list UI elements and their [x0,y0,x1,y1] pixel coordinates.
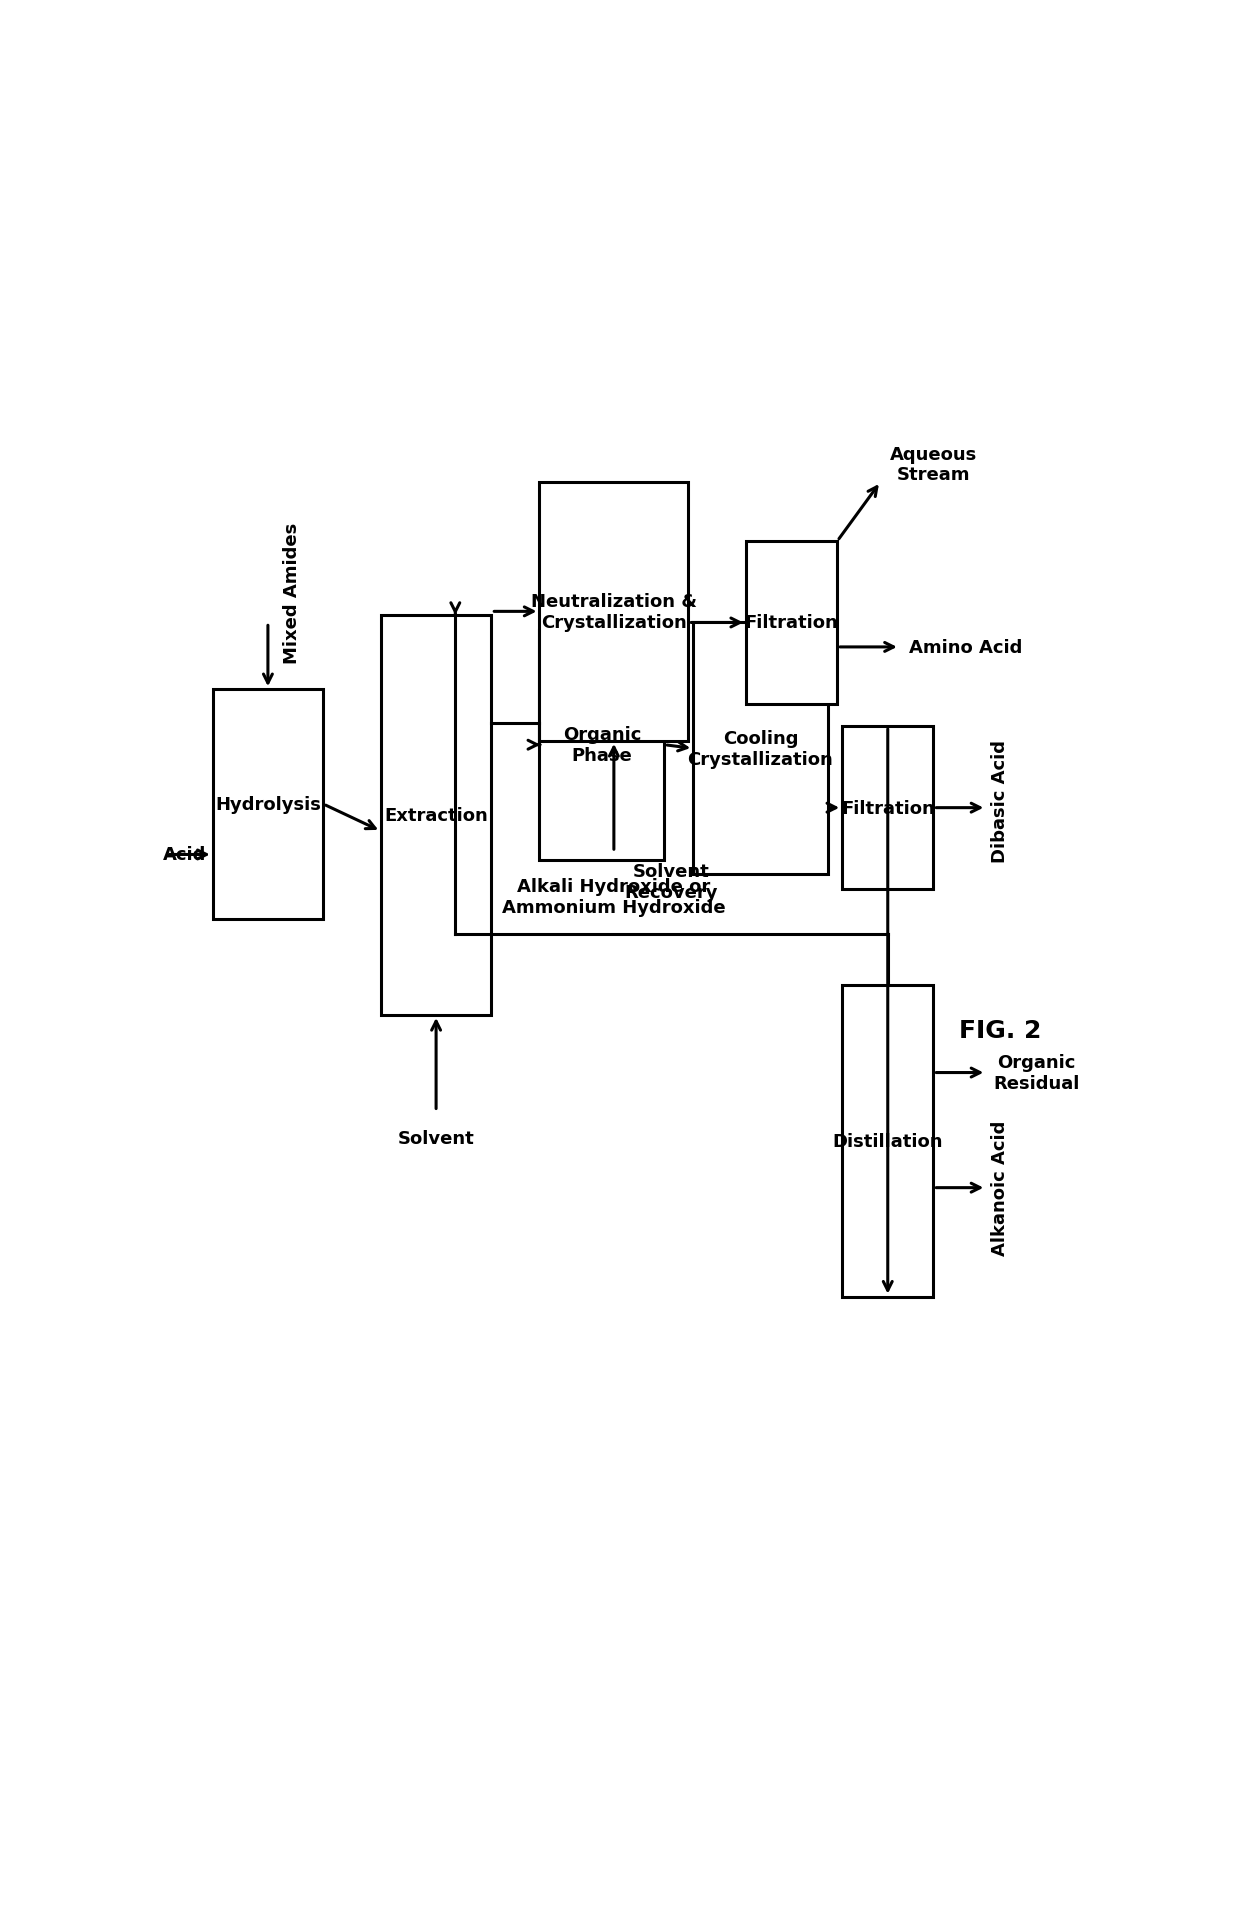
Text: Solvent
Recovery: Solvent Recovery [625,863,718,902]
Text: Organic
Residual: Organic Residual [993,1054,1079,1092]
Text: Amino Acid: Amino Acid [909,638,1023,656]
Text: Acid: Acid [162,846,206,863]
Text: Alkanoic Acid: Alkanoic Acid [991,1121,1009,1256]
Text: FIG. 2: FIG. 2 [960,1019,1042,1042]
Bar [213,690,324,919]
Text: Distillation: Distillation [832,1133,942,1150]
Text: Filtration: Filtration [745,613,838,633]
Bar [693,623,828,875]
Bar [539,483,688,742]
Text: Dibasic Acid: Dibasic Acid [991,738,1009,862]
Text: Filtration: Filtration [841,800,935,817]
Text: Hydrolysis: Hydrolysis [215,796,321,813]
Text: Organic
Phase: Organic Phase [563,725,641,765]
Text: Neutralization &
Crystallization: Neutralization & Crystallization [531,592,697,631]
Bar [539,631,665,860]
Bar [746,542,837,704]
Bar [842,986,934,1296]
Text: Cooling
Crystallization: Cooling Crystallization [687,729,833,769]
Text: Mixed Amides: Mixed Amides [283,523,301,663]
Bar [381,615,491,1015]
Bar [842,727,934,890]
Text: Alkali Hydroxide or
Ammonium Hydroxide: Alkali Hydroxide or Ammonium Hydroxide [502,877,725,917]
Text: Solvent: Solvent [398,1129,475,1148]
Text: Aqueous
Stream: Aqueous Stream [890,446,977,485]
Text: Extraction: Extraction [384,806,489,825]
